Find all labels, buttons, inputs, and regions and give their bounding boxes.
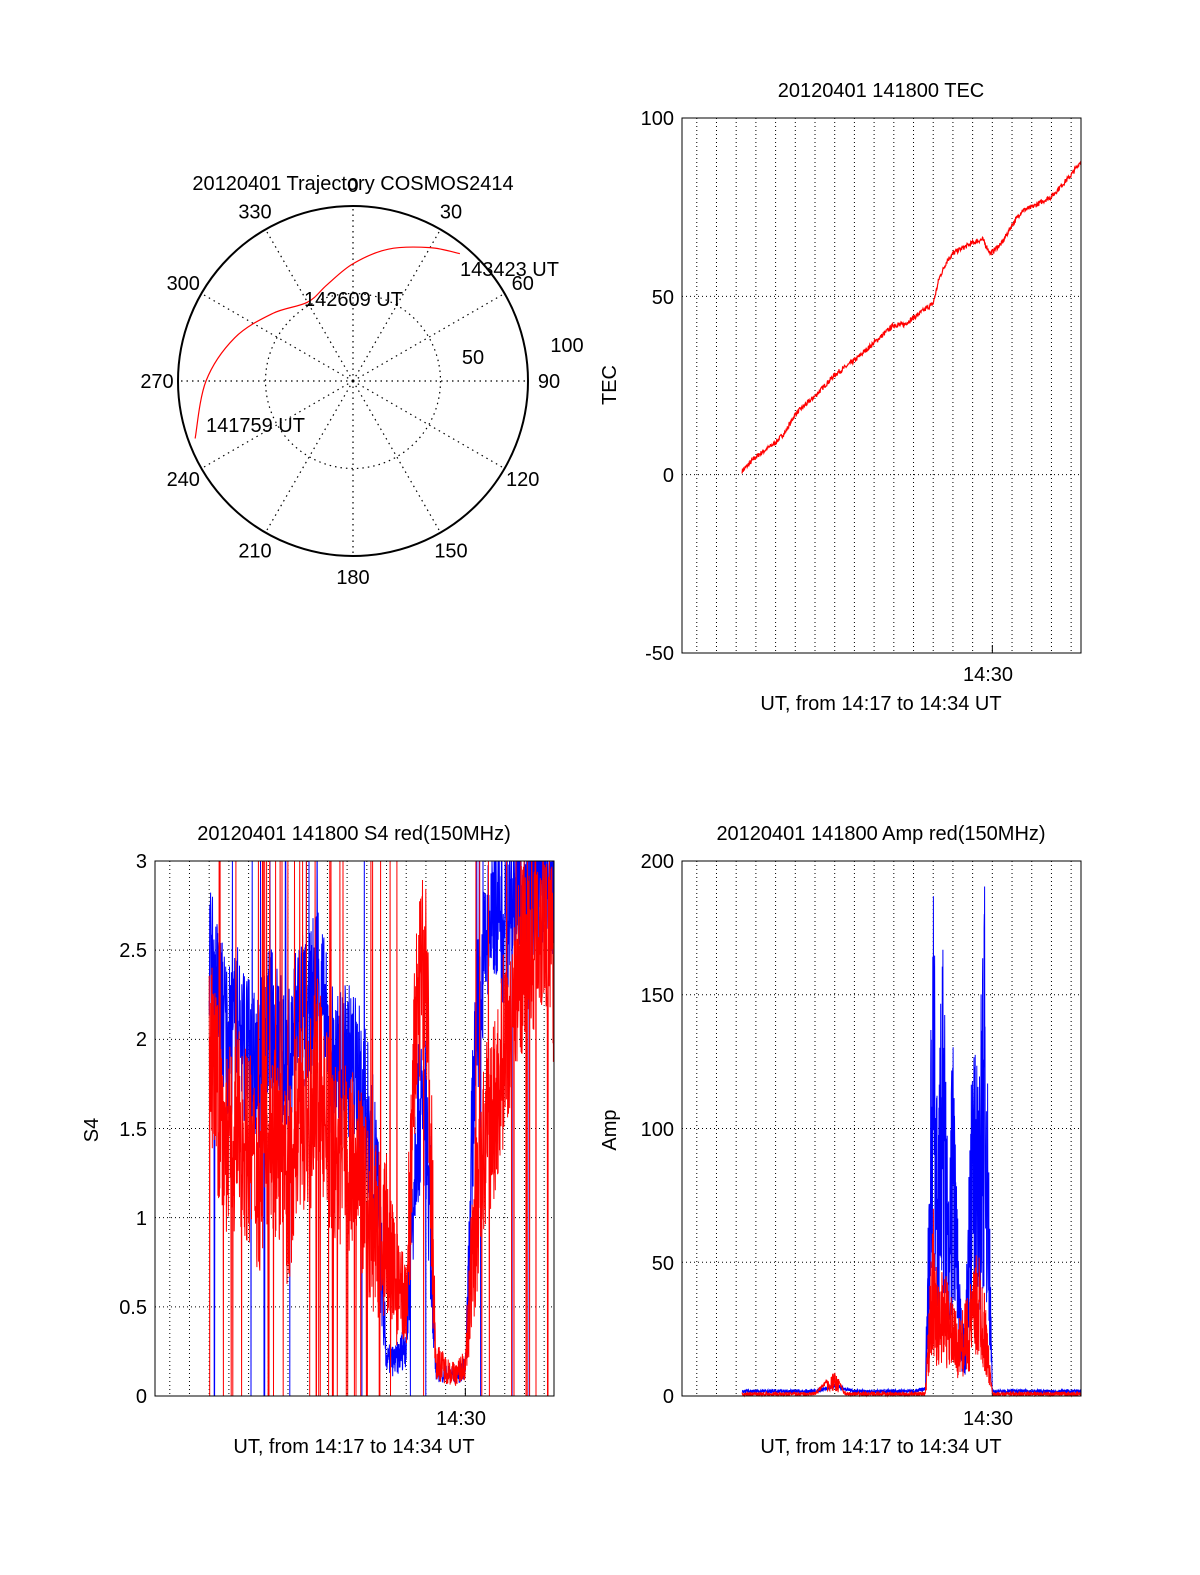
tec-ylabel: TEC [599,365,621,405]
azimuth-spoke [352,380,505,470]
amp-ytick-label: 150 [641,985,674,1007]
amp-grid [682,860,1081,1397]
amp-xlabel: UT, from 14:17 to 14:34 UT [760,1436,1001,1458]
s4-panel: 20120401 141800 S4 red(150MHz) 3 2.5 2 1… [81,823,555,1458]
azimuth-label-300: 300 [167,273,200,295]
azimuth-label-150: 150 [434,541,467,563]
s4-ytick-label: 0.5 [119,1297,147,1319]
azimuth-label-30: 30 [440,201,462,223]
s4-plot-frame [154,860,555,1397]
s4-ytick-label: 3 [136,851,147,873]
tec-grid [682,117,1081,654]
trajectory-middle-label: 142609 UT [304,289,403,311]
amp-ytick-label: 200 [641,851,674,873]
azimuth-label-180: 180 [336,567,369,589]
tec-ytick-label: 0 [663,465,674,487]
s4-ylabel: S4 [81,1118,103,1142]
amp-series-blue [741,886,1082,1396]
amp-ytick-label: 50 [652,1253,674,1275]
trajectory-end-label: 143423 UT [460,259,559,281]
s4-ytick-label: 0 [136,1386,147,1408]
s4-ytick-label: 1 [136,1208,147,1230]
s4-series-red [208,861,554,1396]
trajectory-title: 20120401 Trajectory COSMOS2414 [192,173,513,195]
azimuth-label-90: 90 [538,371,560,393]
ring-label-100: 100 [550,335,583,357]
azimuth-label-210: 210 [238,541,271,563]
trajectory-panel: 20120401 Trajectory COSMOS2414 0 30 60 90 12… [140,173,583,589]
s4-xtick-label: 14:30 [436,1408,486,1430]
amp-title: 20120401 141800 Amp red(150MHz) [716,823,1045,845]
azimuth-label-0: 0 [347,175,358,197]
azimuth-spoke [352,380,442,533]
amp-panel: 20120401 141800 Amp red(150MHz) 200 150 … [599,823,1082,1458]
azimuth-label-330: 330 [238,201,271,223]
tec-ytick-label: -50 [645,643,674,665]
tec-xlabel: UT, from 14:17 to 14:34 UT [760,693,1001,715]
tec-series-red [741,161,1082,474]
tec-panel: 20120401 141800 TEC 100 50 0 -50 14:30 U… [599,80,1082,715]
amp-series [741,886,1082,1398]
s4-ytick-label: 2 [136,1029,147,1051]
amp-ytick-label: 100 [641,1119,674,1141]
amp-ylabel: Amp [599,1109,621,1150]
amp-series-red [741,1208,1082,1398]
trajectory-outer-circle [177,205,529,557]
azimuth-label-120: 120 [506,469,539,491]
azimuth-spoke [264,380,354,533]
tec-ytick-label: 100 [641,108,674,130]
trajectory-start-label: 141759 UT [206,415,305,437]
tec-xtick-label: 14:30 [963,664,1013,686]
s4-series [208,861,554,1396]
azimuth-label-60: 60 [512,273,534,295]
s4-ytick-label: 1.5 [119,1119,147,1141]
trajectory-trace [194,246,460,439]
ring-label-50: 50 [462,347,484,369]
trajectory-polar-grid [178,206,528,556]
amp-xtick-label: 14:30 [963,1408,1013,1430]
s4-title: 20120401 141800 S4 red(150MHz) [197,823,511,845]
amp-plot-frame [681,860,1082,1397]
amp-ytick-label: 0 [663,1386,674,1408]
tec-plot-frame [681,117,1082,654]
s4-ytick-label: 2.5 [119,940,147,962]
azimuth-label-270: 270 [140,371,173,393]
s4-xlabel: UT, from 14:17 to 14:34 UT [233,1436,474,1458]
azimuth-label-240: 240 [167,469,200,491]
azimuth-labels: 0 30 60 90 120 150 180 210 240 270 300 330 [140,175,560,589]
tec-title: 20120401 141800 TEC [778,80,984,102]
tec-ytick-label: 50 [652,287,674,309]
radial-ring-50 [264,292,442,470]
